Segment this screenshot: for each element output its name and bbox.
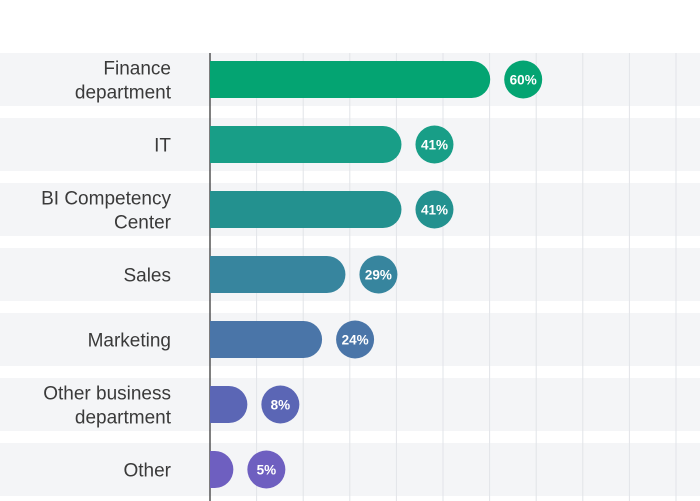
value-badge bbox=[261, 385, 300, 424]
category-label: Center bbox=[114, 213, 172, 234]
value-badge bbox=[247, 450, 286, 489]
category-label: Marketing bbox=[88, 331, 171, 352]
value-label: 5% bbox=[257, 463, 277, 478]
value-badge bbox=[336, 320, 375, 359]
value-label: 60% bbox=[510, 73, 537, 88]
category-label: Sales bbox=[123, 266, 171, 287]
bar bbox=[210, 451, 234, 488]
category-labels: Finance department IT BI Competency Center Sa… bbox=[41, 59, 172, 482]
value-badge bbox=[415, 125, 454, 164]
bar bbox=[210, 321, 323, 358]
category-label: department bbox=[75, 408, 172, 429]
category-label: Other bbox=[123, 461, 171, 482]
value-label: 8% bbox=[271, 398, 291, 413]
bar bbox=[210, 61, 491, 98]
bar bbox=[210, 126, 402, 163]
bar bbox=[210, 191, 402, 228]
value-label: 41% bbox=[421, 138, 448, 153]
bar bbox=[210, 386, 248, 423]
category-label: Finance bbox=[103, 59, 171, 80]
category-label: BI Competency bbox=[41, 189, 171, 210]
value-badges: 60% 41% 41% 29% 24% 8% 5% bbox=[247, 60, 543, 489]
value-badge bbox=[415, 190, 454, 229]
bar bbox=[210, 256, 346, 293]
bars bbox=[210, 61, 491, 488]
category-label: department bbox=[75, 83, 172, 104]
value-badge bbox=[359, 255, 398, 294]
category-label: Other business bbox=[43, 384, 171, 405]
value-label: 29% bbox=[365, 268, 392, 283]
value-badge bbox=[504, 60, 543, 99]
value-label: 41% bbox=[421, 203, 448, 218]
category-label: IT bbox=[154, 136, 171, 157]
value-label: 24% bbox=[342, 333, 369, 348]
